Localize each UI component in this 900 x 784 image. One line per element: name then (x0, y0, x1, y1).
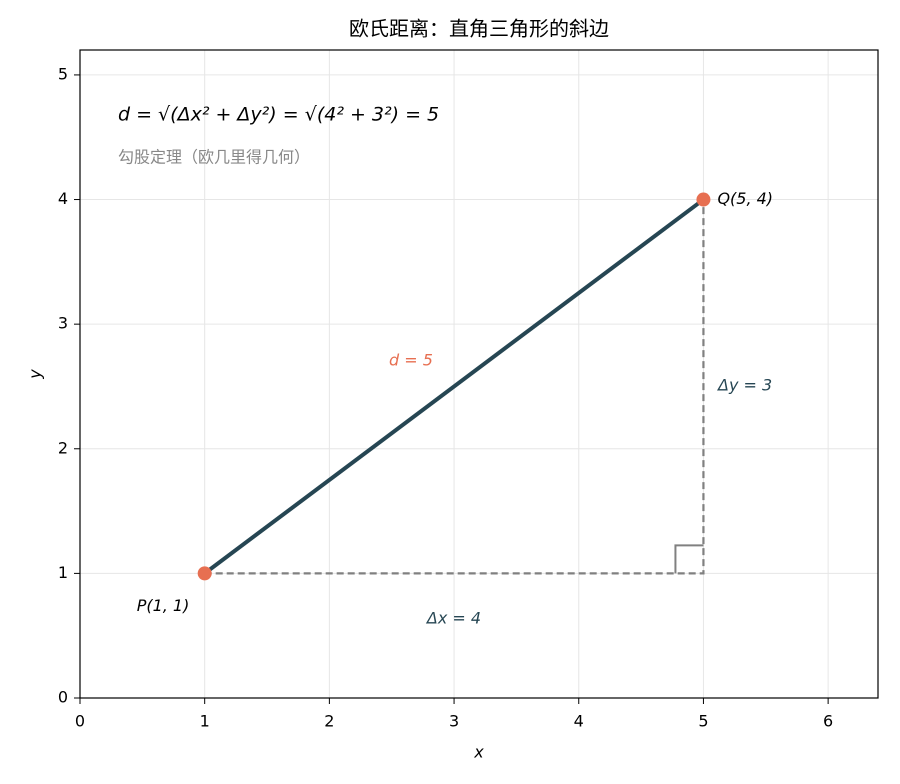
y-tick-label: 0 (58, 688, 68, 707)
point (197, 566, 212, 581)
chart-title: 欧氏距离：直角三角形的斜边 (349, 17, 609, 41)
x-tick-label: 5 (698, 712, 708, 731)
dx-label: Δx = 4 (425, 609, 481, 628)
y-tick-label: 3 (58, 314, 68, 333)
y-tick-label: 4 (58, 189, 68, 208)
distance-label: d = 5 (389, 351, 433, 370)
formula: d = √(Δx² + Δy²) = √(4² + 3²) = 5 (118, 104, 439, 126)
y-tick-label: 2 (58, 438, 68, 457)
x-tick-label: 0 (75, 712, 85, 731)
x-tick-label: 1 (200, 712, 210, 731)
x-tick-label: 2 (324, 712, 334, 731)
dy-label: Δy = 3 (716, 376, 772, 395)
y-tick-label: 1 (58, 563, 68, 582)
x-tick-label: 4 (574, 712, 584, 731)
plot-frame (79, 49, 879, 699)
right-angle-marker (674, 544, 704, 574)
point-label: Q(5, 4) (717, 189, 773, 208)
point-label: P(1, 1) (137, 596, 190, 615)
y-tick-label: 5 (58, 64, 68, 83)
x-tick-label: 3 (449, 712, 459, 731)
y-axis-label: y (26, 369, 45, 380)
x-axis-label: x (473, 743, 484, 762)
caption: 勾股定理（欧几里得几何） (118, 148, 310, 167)
x-tick-label: 6 (823, 712, 833, 731)
leg-line (204, 199, 705, 575)
hypotenuse (203, 197, 705, 575)
point (696, 192, 711, 207)
